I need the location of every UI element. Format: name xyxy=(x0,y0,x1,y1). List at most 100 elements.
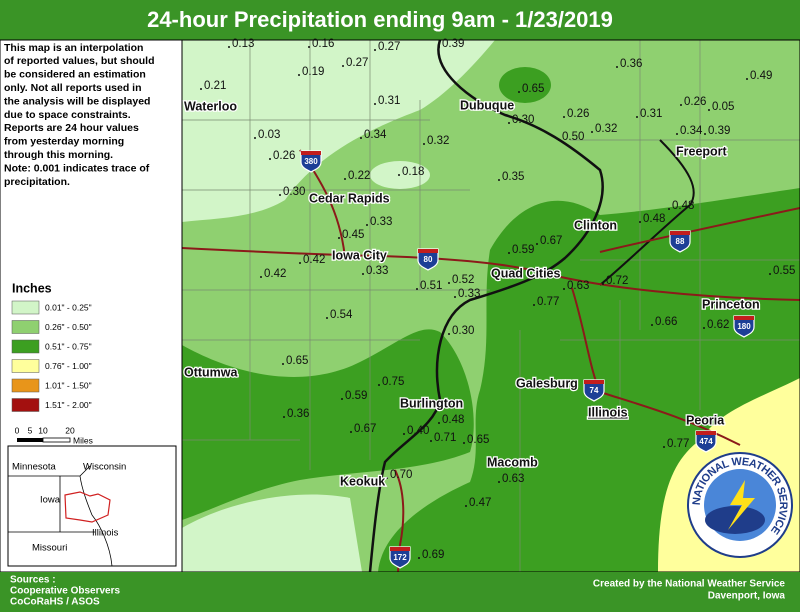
station-value: 0.33 xyxy=(458,288,480,300)
station-dot xyxy=(708,109,710,111)
interstate xyxy=(182,247,800,301)
station-value: 0.36 xyxy=(620,58,642,70)
station-dot xyxy=(703,327,705,329)
station-dot xyxy=(518,91,520,93)
station-value: 0.19 xyxy=(302,66,324,78)
station-value: 0.50 xyxy=(562,131,584,143)
station-dot xyxy=(591,131,593,133)
description-line: Note: 0.001 indicates trace of xyxy=(4,162,150,174)
interstate-shield xyxy=(669,230,691,253)
legend-swatch xyxy=(11,378,40,393)
description-line: from yesterday morning xyxy=(4,136,124,148)
station-dot xyxy=(374,49,376,51)
station-value: 0.77 xyxy=(537,296,559,308)
station-value: 0.66 xyxy=(655,316,677,328)
station-value: 0.32 xyxy=(427,135,449,147)
station-value: 0.18 xyxy=(402,166,424,178)
interstate-shield-top xyxy=(418,249,438,253)
interstate-shield xyxy=(695,430,717,453)
station-dot xyxy=(360,137,362,139)
interstate-shield xyxy=(733,315,755,338)
station-dot xyxy=(378,384,380,386)
station-value: 0.45 xyxy=(342,229,364,241)
description-line: Reports are 24 hour values xyxy=(4,122,139,134)
station-value: 0.67 xyxy=(540,235,562,247)
city-label: Freeport xyxy=(676,144,728,158)
station-dot xyxy=(228,46,230,48)
station-dot xyxy=(374,103,376,105)
station-value: 0.62 xyxy=(707,319,729,331)
light-zone xyxy=(182,494,362,572)
scale-bar xyxy=(17,438,43,442)
river xyxy=(368,40,604,572)
station-dot xyxy=(704,133,706,135)
station-value: 0.33 xyxy=(366,265,388,277)
station-dot xyxy=(341,398,343,400)
scale-bar xyxy=(42,437,71,443)
interstate-number: 380 xyxy=(304,157,318,166)
footer-bar xyxy=(0,572,800,612)
station-value: 0.26 xyxy=(567,108,589,120)
station-value: 0.26 xyxy=(684,96,706,108)
station-value: 0.77 xyxy=(667,438,689,450)
station-dot xyxy=(283,416,285,418)
station-value: 0.42 xyxy=(303,254,325,266)
city-label: Burlington xyxy=(400,396,463,410)
inset-map xyxy=(7,445,177,567)
city-label: Iowa City xyxy=(332,248,387,262)
city-label: Keokuk xyxy=(340,474,385,488)
interstate-number: 180 xyxy=(737,322,751,331)
station-dot xyxy=(668,208,670,210)
scale-label: 20 xyxy=(65,425,75,435)
station-value: 0.72 xyxy=(606,275,628,287)
city-label: Illinois xyxy=(588,405,628,419)
station-value: 0.34 xyxy=(680,125,703,137)
station-dot xyxy=(366,224,368,226)
station-value: 0.05 xyxy=(712,101,734,113)
interstate-shield xyxy=(417,248,439,271)
station-dot xyxy=(403,433,405,435)
interstate-shield-top xyxy=(734,316,754,320)
interstate-shield-top xyxy=(670,231,690,235)
station-dot xyxy=(342,65,344,67)
station-value: 0.65 xyxy=(467,434,489,446)
station-dot xyxy=(269,158,271,160)
station-dot xyxy=(344,178,346,180)
station-dot xyxy=(558,139,560,141)
footer-credit: Davenport, Iowa xyxy=(708,591,786,602)
station-value: 0.27 xyxy=(346,57,368,69)
station-value: 0.39 xyxy=(442,38,464,50)
station-dot xyxy=(299,262,301,264)
city-label: Clinton xyxy=(574,218,617,232)
legend-title: Inches xyxy=(12,281,52,295)
station-dot xyxy=(663,446,665,448)
city-label: Macomb xyxy=(487,455,538,469)
description-line: of reported values, but should xyxy=(4,55,155,67)
station-value: 0.30 xyxy=(283,186,305,198)
description-line: precipitation. xyxy=(4,176,70,188)
station-value: 0.35 xyxy=(502,171,524,183)
footer-source: Sources : xyxy=(10,575,56,586)
station-dot xyxy=(465,505,467,507)
station-value: 0.75 xyxy=(382,376,404,388)
station-value: 0.67 xyxy=(354,423,376,435)
nws-logo: NATIONAL WEATHER SERVICE xyxy=(687,452,793,558)
legend-label: 1.51" - 2.00" xyxy=(45,400,92,410)
city-label: Peoria xyxy=(686,413,725,427)
station-value: 0.55 xyxy=(773,265,795,277)
station-dot xyxy=(602,283,604,285)
station-value: 0.70 xyxy=(390,469,412,481)
title: 24-hour Precipitation ending 9am - 1/23/… xyxy=(147,7,613,32)
title-bar xyxy=(0,0,800,40)
station-dot xyxy=(536,243,538,245)
station-dot xyxy=(438,46,440,48)
legend-label: 0.26" - 0.50" xyxy=(45,322,92,332)
station-dot xyxy=(308,46,310,48)
city-label: Ottumwa xyxy=(184,365,239,379)
description-line: only. Not all reports used in xyxy=(4,82,142,94)
station-dot xyxy=(362,273,364,275)
station-value: 0.59 xyxy=(345,390,367,402)
station-dot xyxy=(676,133,678,135)
legend-swatch xyxy=(11,359,40,373)
